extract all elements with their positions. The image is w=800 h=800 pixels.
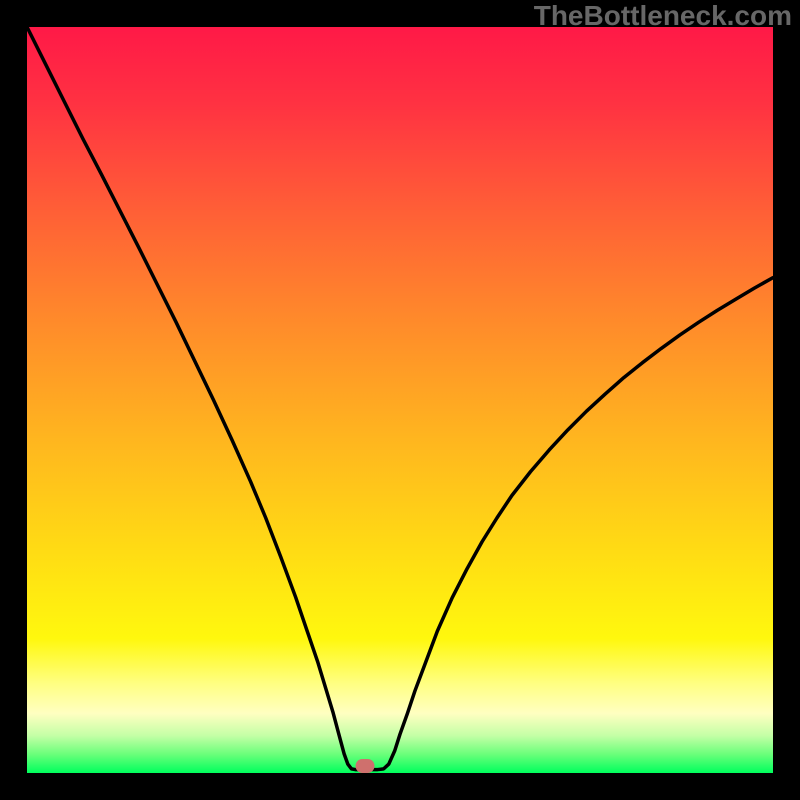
- plot-area: [27, 27, 773, 773]
- watermark-text: TheBottleneck.com: [534, 2, 792, 30]
- chart-frame: TheBottleneck.com: [0, 0, 800, 800]
- optimal-point-marker: [355, 759, 374, 773]
- bottleneck-curve: [27, 27, 773, 770]
- curve-layer: [27, 27, 773, 773]
